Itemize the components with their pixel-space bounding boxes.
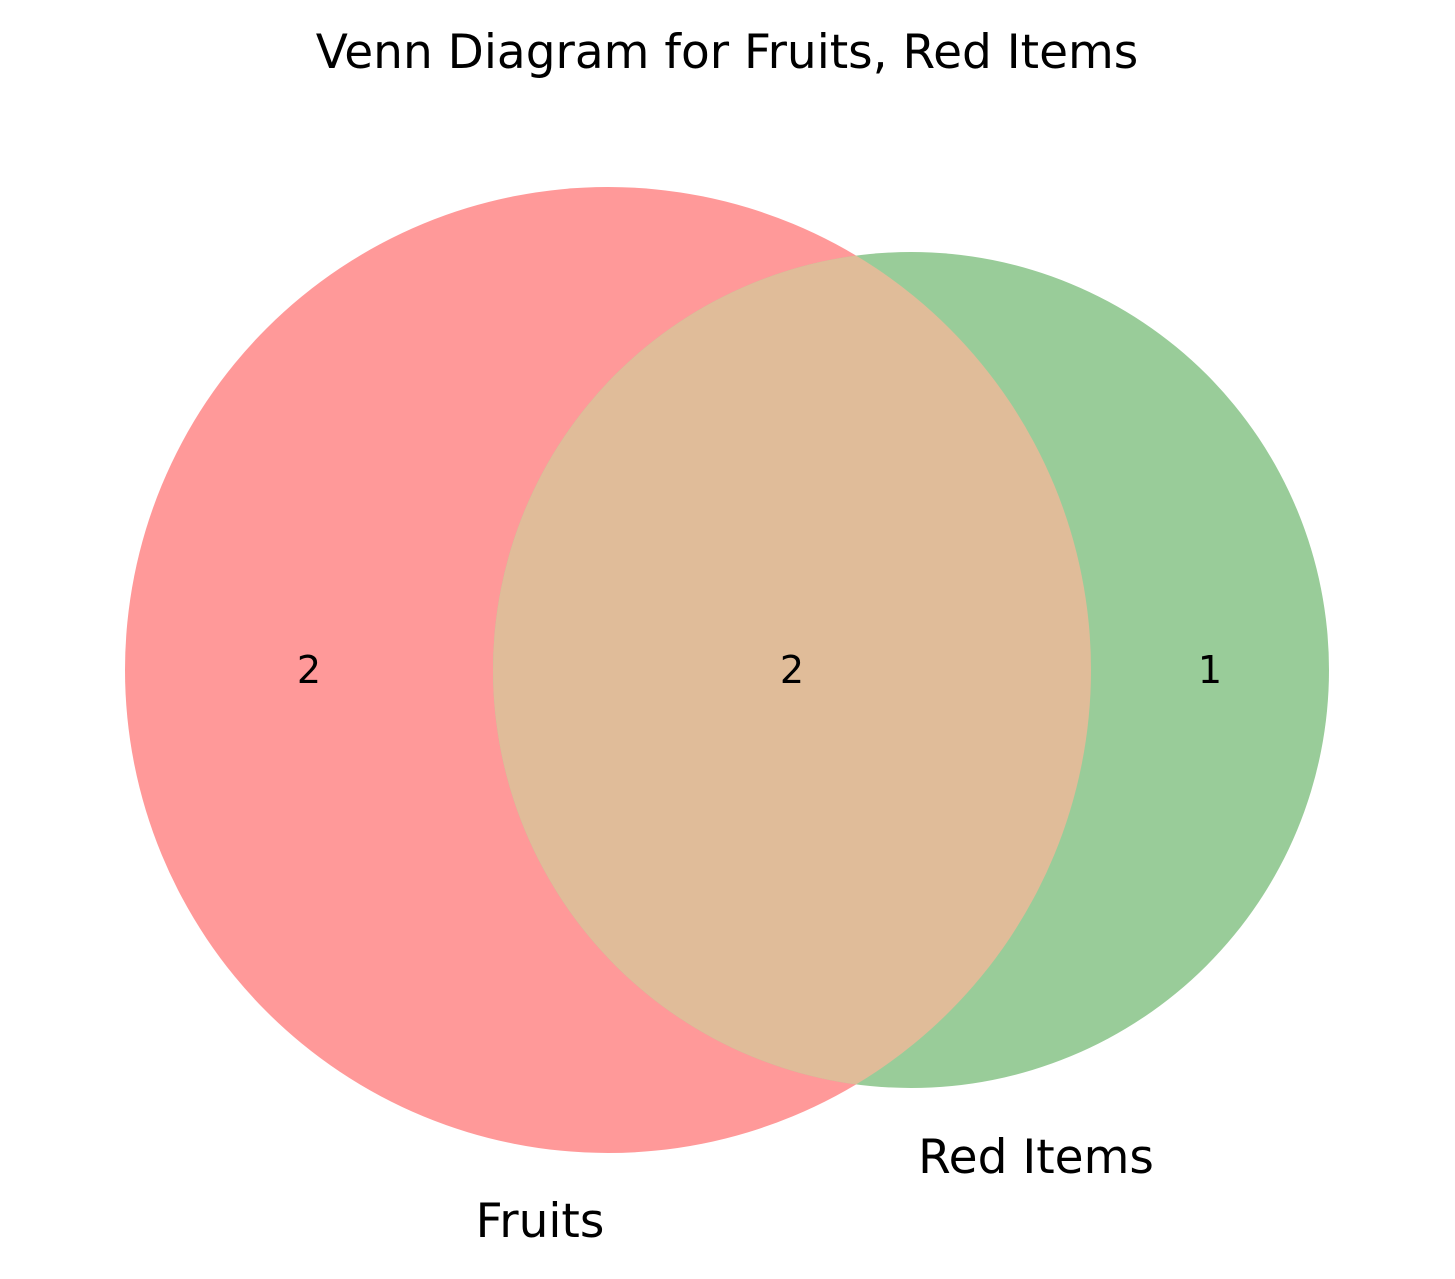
- fruits-set-label: Fruits: [476, 1194, 605, 1249]
- intersection-count: 2: [780, 648, 804, 692]
- diagram-title: Venn Diagram for Fruits, Red Items: [316, 25, 1139, 80]
- fruits-only-count: 2: [297, 648, 321, 692]
- red-items-only-count: 1: [1198, 648, 1222, 692]
- red-items-set-label: Red Items: [918, 1130, 1154, 1185]
- overlap-region: [493, 252, 1091, 1088]
